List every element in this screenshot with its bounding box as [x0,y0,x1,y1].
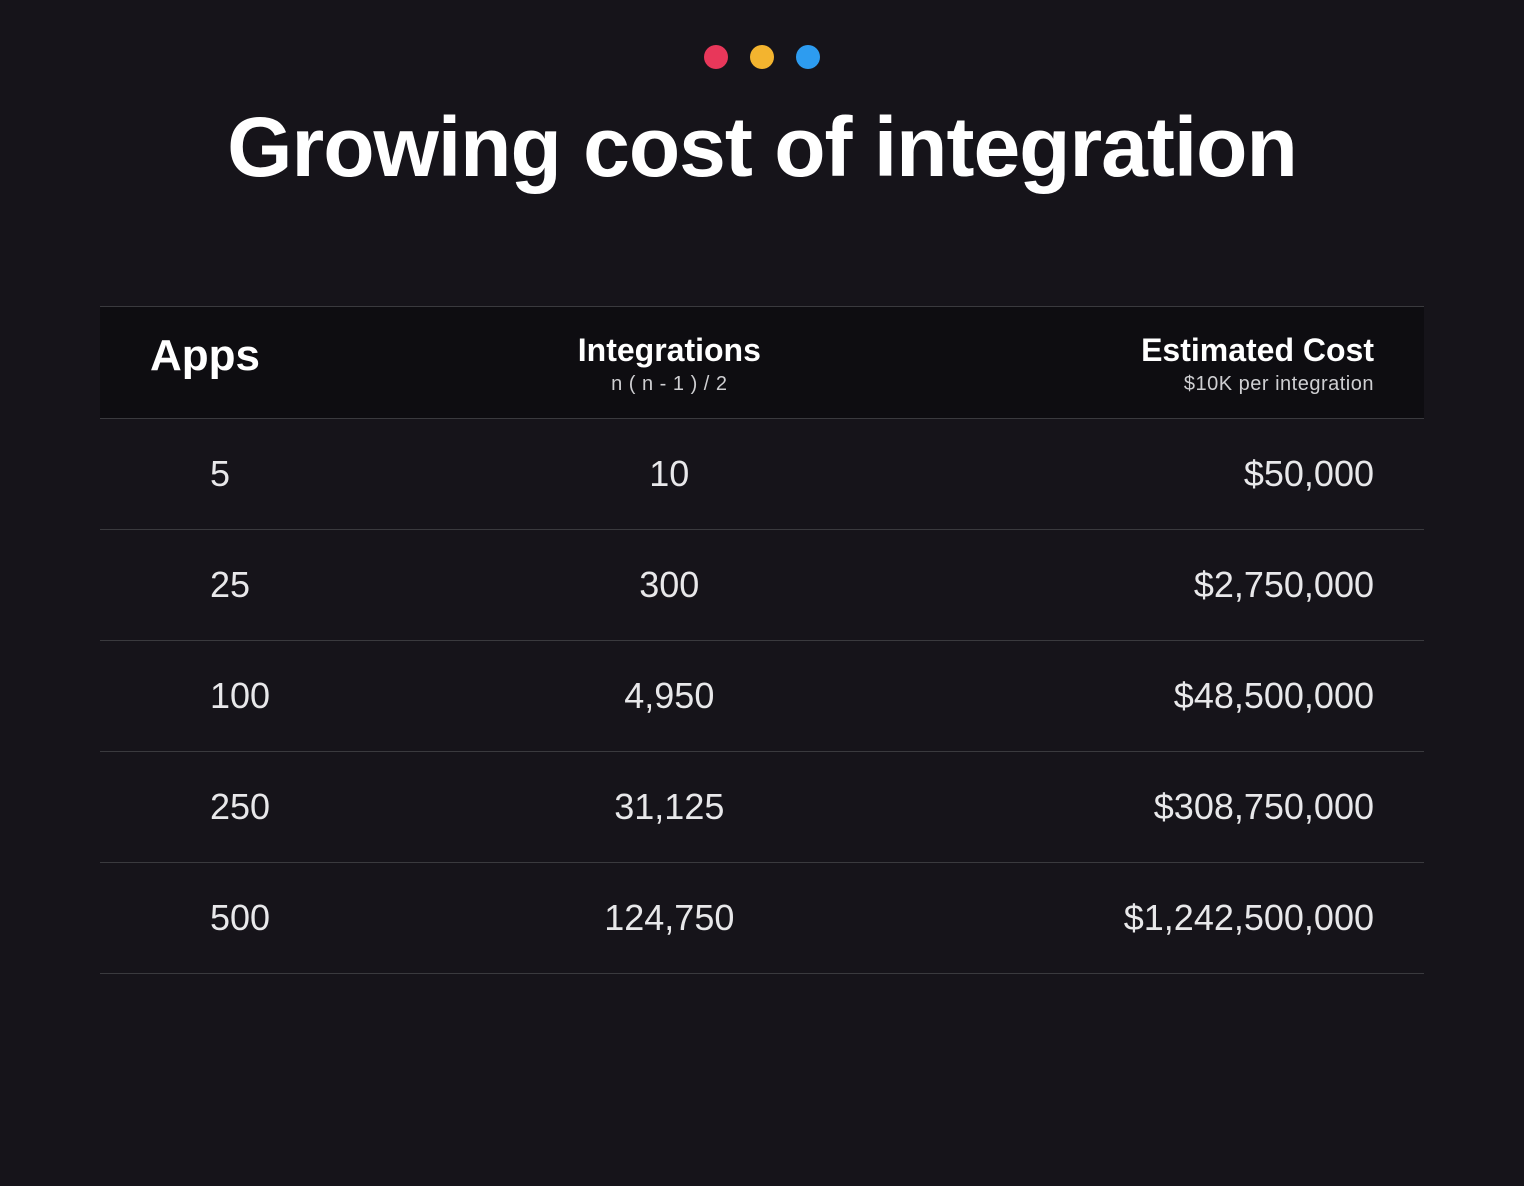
header-apps-label: Apps [150,331,260,380]
decorative-dots [100,45,1424,69]
slide-title: Growing cost of integration [100,99,1424,196]
header-cost-label: Estimated Cost [898,331,1374,369]
cell-apps: 25 [100,530,471,641]
header-cost: Estimated Cost $10K per integration [868,307,1424,419]
dot-blue-icon [796,45,820,69]
cell-apps: 250 [100,752,471,863]
table-row: 5 10 $50,000 [100,419,1424,530]
table-row: 25 300 $2,750,000 [100,530,1424,641]
cell-cost: $1,242,500,000 [868,863,1424,974]
table-body: 5 10 $50,000 25 300 $2,750,000 100 4,950… [100,419,1424,974]
table-row: 500 124,750 $1,242,500,000 [100,863,1424,974]
cell-cost: $50,000 [868,419,1424,530]
cost-table: Apps Integrations n ( n - 1 ) / 2 Estima… [100,306,1424,974]
header-apps: Apps [100,307,471,419]
cell-apps: 500 [100,863,471,974]
header-cost-sublabel: $10K per integration [898,373,1374,396]
header-integrations-label: Integrations [501,331,838,369]
cell-integrations: 10 [471,419,868,530]
table-row: 100 4,950 $48,500,000 [100,641,1424,752]
cell-integrations: 124,750 [471,863,868,974]
cell-integrations: 31,125 [471,752,868,863]
cell-cost: $2,750,000 [868,530,1424,641]
cell-apps: 5 [100,419,471,530]
cell-cost: $308,750,000 [868,752,1424,863]
cell-apps: 100 [100,641,471,752]
dot-yellow-icon [750,45,774,69]
header-integrations-sublabel: n ( n - 1 ) / 2 [501,373,838,396]
table-header-row: Apps Integrations n ( n - 1 ) / 2 Estima… [100,307,1424,419]
header-integrations: Integrations n ( n - 1 ) / 2 [471,307,868,419]
slide: Growing cost of integration Apps Integra… [0,0,1524,1186]
cell-integrations: 4,950 [471,641,868,752]
table-row: 250 31,125 $308,750,000 [100,752,1424,863]
cell-integrations: 300 [471,530,868,641]
dot-red-icon [704,45,728,69]
cell-cost: $48,500,000 [868,641,1424,752]
